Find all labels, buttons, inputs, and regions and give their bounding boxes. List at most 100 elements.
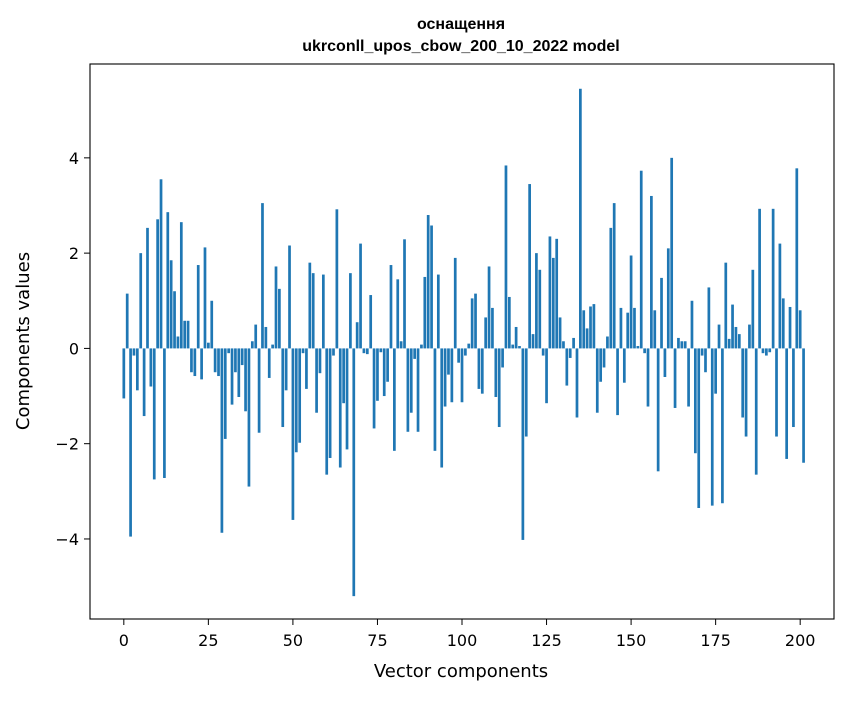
- bar: [737, 334, 741, 349]
- bar: [697, 348, 701, 508]
- bar: [423, 276, 427, 349]
- bar: [494, 348, 498, 397]
- bar: [291, 348, 295, 520]
- bar: [176, 336, 180, 349]
- bar: [744, 348, 748, 437]
- bar: [751, 269, 755, 349]
- bar: [616, 348, 619, 416]
- bar: [507, 296, 511, 349]
- bar: [264, 326, 268, 349]
- bar: [545, 348, 548, 404]
- bar: [342, 348, 345, 404]
- bar: [765, 348, 768, 356]
- bar: [284, 348, 288, 391]
- bar: [514, 326, 518, 349]
- bar: [528, 184, 531, 349]
- bar: [585, 328, 589, 349]
- bar: [775, 348, 778, 437]
- bar: [643, 348, 646, 354]
- bar: [724, 262, 728, 349]
- bar: [579, 88, 582, 349]
- bar: [220, 348, 224, 533]
- bar: [393, 348, 396, 451]
- bar: [227, 348, 231, 354]
- bar: [707, 287, 711, 349]
- bar: [440, 348, 444, 468]
- bar: [629, 255, 633, 349]
- bar: [149, 348, 153, 387]
- bar: [477, 348, 481, 389]
- bar: [700, 348, 704, 356]
- bar: [660, 277, 663, 349]
- bar: [332, 348, 335, 356]
- bar: [748, 324, 751, 349]
- bar: [639, 170, 643, 349]
- bar: [250, 341, 254, 349]
- bar: [663, 348, 667, 377]
- bar: [142, 348, 146, 417]
- bar: [321, 274, 325, 349]
- bar: [555, 238, 559, 349]
- bar: [409, 348, 413, 413]
- bar: [203, 247, 207, 349]
- bar: [453, 257, 457, 349]
- bar: [538, 269, 542, 349]
- y-tick-label: 4: [69, 149, 79, 168]
- bar: [379, 348, 383, 353]
- bar: [575, 348, 579, 418]
- bar: [196, 265, 200, 349]
- bar: [183, 320, 187, 349]
- bar: [778, 243, 782, 349]
- bar: [281, 348, 285, 428]
- bar: [501, 348, 504, 368]
- bar: [298, 348, 302, 443]
- bar: [240, 348, 244, 366]
- bar: [704, 348, 707, 373]
- bar: [795, 168, 799, 349]
- bar: [572, 337, 575, 349]
- bar: [173, 291, 176, 349]
- plot-frame: [89, 63, 835, 620]
- x-tick-label: 150: [616, 631, 647, 650]
- bar: [521, 348, 525, 540]
- bar: [626, 312, 630, 349]
- x-tick-label: 0: [119, 631, 129, 650]
- bar: [139, 253, 143, 349]
- bar: [565, 348, 569, 386]
- bar: [413, 348, 417, 359]
- bar: [217, 348, 220, 377]
- y-axis-ticks: −4 −2 0 2 4: [55, 149, 90, 549]
- bar: [680, 341, 684, 349]
- bar: [511, 344, 515, 349]
- bar: [129, 348, 132, 537]
- bar: [666, 248, 670, 349]
- bar: [399, 341, 403, 349]
- bar: [683, 341, 687, 349]
- bar: [450, 348, 454, 403]
- x-tick-label: 50: [283, 631, 303, 650]
- bar: [159, 179, 163, 349]
- bar: [179, 222, 183, 349]
- bar: [484, 317, 488, 349]
- y-axis-label: Components values: [13, 252, 34, 430]
- bar: [721, 348, 724, 504]
- bar: [426, 215, 430, 349]
- bar: [612, 203, 616, 349]
- bar: [646, 348, 650, 407]
- bar: [190, 348, 193, 373]
- bar: [369, 295, 373, 349]
- bar: [619, 307, 623, 349]
- bars-group: [122, 88, 805, 597]
- bar: [768, 348, 772, 353]
- bar: [135, 348, 139, 391]
- bar: [443, 348, 447, 407]
- bar: [274, 266, 278, 349]
- bar: [798, 310, 802, 349]
- bar: [345, 348, 349, 450]
- bar: [653, 310, 657, 349]
- bar: [460, 348, 464, 403]
- bar: [267, 348, 271, 378]
- y-tick-label: 2: [69, 244, 79, 263]
- bar: [315, 348, 318, 413]
- bar: [382, 348, 386, 397]
